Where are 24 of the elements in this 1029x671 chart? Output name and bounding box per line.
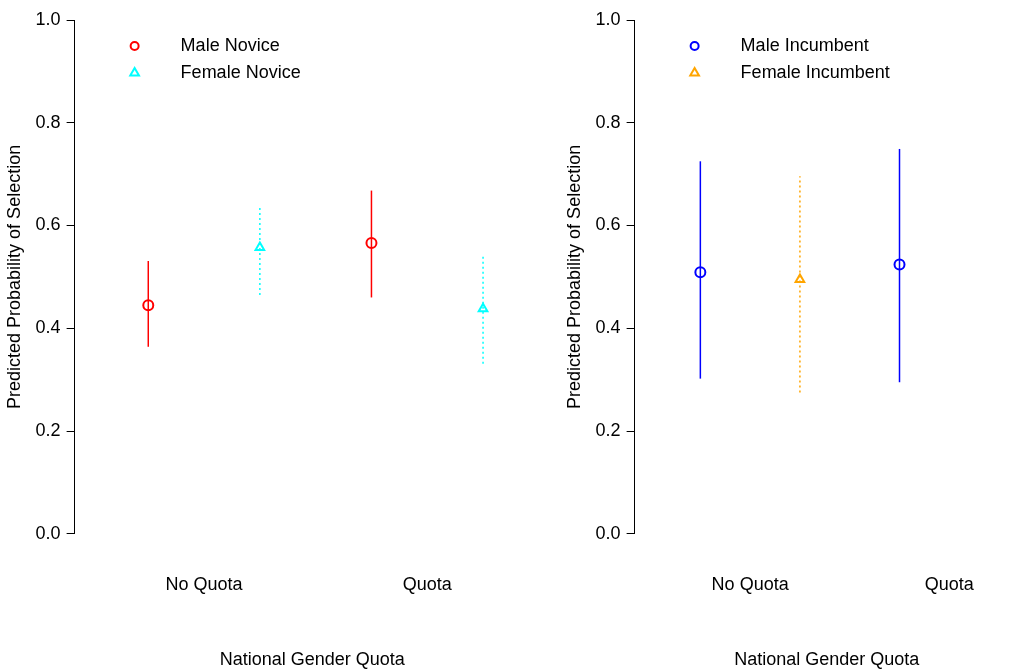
y-tick-label: 0.8 — [35, 111, 61, 132]
y-tick-label: 0.0 — [35, 522, 61, 543]
legend-label: Male Novice — [180, 34, 280, 55]
y-tick-label: 1.0 — [595, 8, 621, 29]
y-axis-title: Predicted Probability of Selection — [563, 144, 584, 409]
x-tick-label: Quota — [402, 573, 453, 594]
x-axis-title: National Gender Quota — [734, 649, 921, 670]
legend-label: Female Incumbent — [740, 61, 890, 82]
y-tick-label: 0.8 — [595, 111, 621, 132]
y-tick-label: 0.0 — [595, 522, 621, 543]
y-tick-label: 0.4 — [595, 317, 621, 338]
y-tick-label: 0.4 — [35, 317, 61, 338]
y-tick-label: 0.6 — [595, 214, 621, 235]
y-tick-label: 0.2 — [35, 420, 61, 441]
x-tick-label: Quota — [924, 573, 975, 594]
y-tick-label: 0.6 — [35, 214, 61, 235]
y-axis-title: Predicted Probability of Selection — [3, 144, 24, 409]
y-tick-label: 0.2 — [595, 420, 621, 441]
x-tick-label: No Quota — [165, 573, 244, 594]
x-axis-title: National Gender Quota — [219, 649, 406, 670]
y-tick-label: 1.0 — [35, 8, 61, 29]
x-tick-label: No Quota — [711, 573, 790, 594]
legend-label: Female Novice — [180, 61, 301, 82]
legend-label: Male Incumbent — [740, 34, 869, 55]
